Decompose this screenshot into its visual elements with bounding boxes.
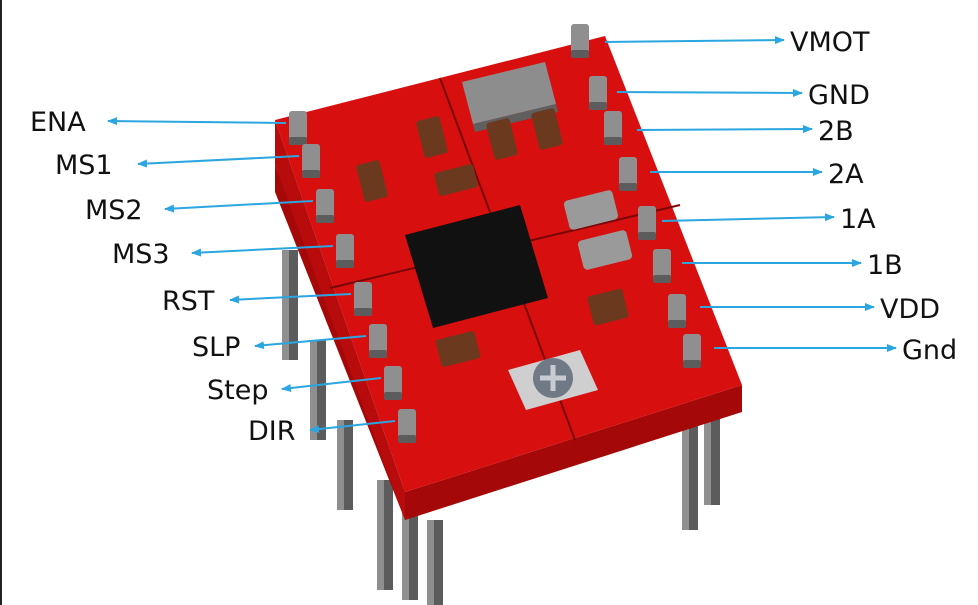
board-front-edge [275, 165, 742, 520]
2b-arrow [636, 125, 813, 134]
right-vmot-header-pin [571, 24, 589, 58]
leg-5-highlight [402, 500, 409, 600]
slp-label: SLP [192, 332, 240, 363]
right-2a-header-pin-base [619, 183, 637, 191]
right-1b-header-pin-base [653, 275, 671, 283]
right-gnd-top-header-pin [589, 76, 607, 110]
ms3-label: MS3 [112, 239, 170, 270]
ms2-arrow [164, 200, 314, 213]
gnd-top-arrow [616, 88, 803, 97]
right-1b-header-pin [653, 249, 671, 283]
left-rst-header-pin-base [354, 308, 372, 316]
left-ena-header-pin-base [289, 137, 307, 145]
left-dir-header-pin [398, 409, 416, 443]
slp-arrow [254, 335, 367, 350]
capacitor-1 [416, 116, 448, 158]
right-1a-header-pin [638, 206, 656, 240]
right-gnd-top-header-pin-base [589, 102, 607, 110]
leg-8-highlight [704, 405, 711, 505]
potentiometer-cross [540, 365, 566, 391]
resistor-1 [563, 190, 619, 230]
top-grey-component [462, 62, 556, 124]
left-ms2-header-pin-base [316, 215, 334, 223]
step-arrow [281, 377, 382, 392]
vmot-arrow [604, 36, 785, 45]
left-rst-header-pin [354, 282, 372, 316]
ena-label: ENA [30, 107, 86, 138]
left-ms1-header-pin [302, 144, 320, 178]
pin-callouts: ENA MS1 MS2 MS3 RST SLP Step DIR VMOT GND 2B 2A 1A 1B… [30, 27, 957, 447]
leg-7-highlight [682, 420, 689, 530]
1a-arrow [661, 213, 835, 222]
gnd-top-label: GND [808, 80, 870, 111]
header-pins [289, 24, 701, 443]
left-ena-header-pin [289, 111, 307, 145]
step-label: Step [207, 375, 268, 406]
right-1a-header-pin-base [638, 232, 656, 240]
left-ms3-header-pin-base [336, 260, 354, 268]
2a-label: 2A [828, 159, 864, 190]
gnd-bottom-label: Gnd [902, 335, 957, 366]
leg-2-highlight [310, 340, 317, 440]
1b-label: 1B [867, 250, 903, 281]
rst-label: RST [162, 286, 215, 317]
dir-label: DIR [248, 416, 296, 447]
capacitor-6 [435, 331, 481, 367]
vmot-label: VMOT [790, 27, 870, 58]
right-vdd-header-pin-base [668, 320, 686, 328]
ms1-label: MS1 [55, 150, 113, 181]
1a-label: 1A [840, 204, 876, 235]
right-gnd-bottom-header-pin [683, 334, 701, 368]
right-vmot-header-pin-base [571, 50, 589, 58]
capacitor-5 [434, 164, 478, 196]
left-step-header-pin [384, 366, 402, 400]
vdd-label: VDD [880, 294, 940, 325]
dir-arrow [309, 420, 396, 434]
board-components [356, 62, 633, 410]
capacitor-3 [531, 108, 563, 150]
ena-arrow [107, 117, 287, 126]
leg-3-highlight [337, 420, 344, 510]
capacitor-2 [486, 118, 518, 160]
leg-6-highlight [427, 520, 434, 605]
header-legs [282, 250, 720, 605]
resistor-2 [577, 230, 633, 270]
right-gnd-bottom-header-pin-base [683, 360, 701, 368]
left-dir-header-pin-base [398, 435, 416, 443]
right-2b-header-pin-base [604, 137, 622, 145]
leg-1-highlight [282, 250, 289, 360]
left-ms3-header-pin [336, 234, 354, 268]
ms3-arrow [191, 245, 334, 257]
left-slp-header-pin-base [369, 350, 387, 358]
2b-label: 2B [818, 116, 854, 147]
left-ms2-header-pin [316, 189, 334, 223]
right-2a-header-pin [619, 157, 637, 191]
leg-4-highlight [377, 480, 384, 590]
ms2-label: MS2 [85, 195, 143, 226]
left-slp-header-pin [369, 324, 387, 358]
capacitor-4 [356, 160, 388, 202]
rst-arrow [229, 293, 352, 304]
left-step-header-pin-base [384, 392, 402, 400]
right-2b-header-pin [604, 111, 622, 145]
left-ms1-header-pin-base [302, 170, 320, 178]
right-vdd-header-pin [668, 294, 686, 328]
driver-ic-chip [405, 205, 548, 328]
capacitor-7 [587, 288, 629, 326]
board-left-side [275, 120, 405, 520]
ms1-arrow [137, 155, 300, 168]
